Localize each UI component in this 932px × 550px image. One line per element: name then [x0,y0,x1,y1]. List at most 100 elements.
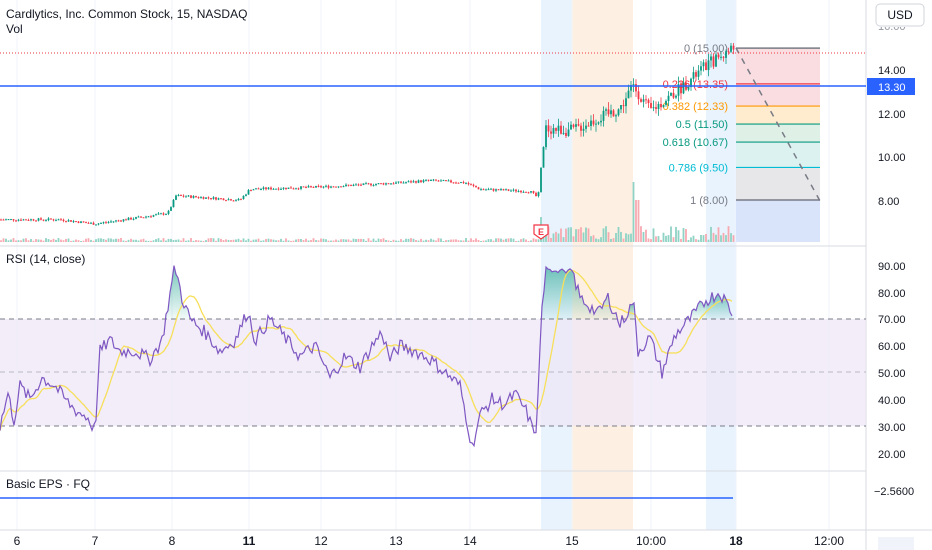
price-tick: 8.00 [878,196,899,208]
candle-body [307,186,310,188]
price-axis[interactable]: USD 16.00 14.00 12.00 10.00 8.00 13.30 [867,3,925,208]
volume-bar [132,239,135,242]
volume-bar [127,239,130,242]
volume-bar [277,240,280,242]
volume-bar [20,240,22,242]
volume-bar [260,240,262,242]
volume-bar [325,239,327,242]
candle-body [520,190,522,193]
candle-body [682,82,685,94]
candle-body [302,186,305,188]
candle-body [260,188,262,190]
candle-body [125,219,127,221]
volume-bar [12,238,15,242]
volume-bar [732,235,735,242]
volume-bar [705,233,707,242]
volume-bar [535,239,537,242]
currency-button[interactable] [875,3,925,27]
volume-bar [42,240,45,242]
candle-body [295,188,297,190]
volume-bar [2,238,5,242]
candle-body [280,188,282,190]
volume-bar [710,226,712,242]
volume-bar [610,238,612,242]
candle-body [652,107,655,109]
fib-level-label: 1 (8.00) [690,195,728,207]
volume-bar [157,238,160,242]
volume-bar [632,182,635,242]
fib-trend-line[interactable] [735,47,821,202]
axis-settings-button[interactable] [878,537,914,550]
candle-body [635,84,637,92]
candle-body [200,197,202,199]
volume-bar [122,240,125,242]
candle-body [577,124,580,126]
volume-bar [270,239,272,242]
earnings-marker[interactable]: E [533,224,549,240]
candle-body [322,186,325,188]
fib-retracement-labels: 0 (15.00) 0.236 (13.35) 0.382 (12.33) 0.5 (… [663,43,728,207]
volume-bar [727,226,730,242]
candle-body [475,185,477,188]
rsi-axis: 90.00 80.00 70.00 60.00 50.00 40.00 30.0… [878,261,906,461]
volume-bar [5,238,7,242]
candle-body [40,218,42,220]
candle-body [15,220,17,222]
volume-bar [467,240,470,242]
volume-bar [220,238,222,242]
volume-bar [597,239,600,242]
candle-body [532,191,535,193]
volume-bar [160,240,162,242]
candle-body [72,221,75,223]
volume-bar [415,239,417,242]
candle-body [135,217,137,219]
time-axis[interactable]: 6 7 8 11 12 13 14 15 10:00 18 12:00 [14,534,845,548]
volume-bar [440,238,442,242]
volume-bar [622,238,625,242]
volume-bar [472,239,475,242]
candle-body [575,124,577,127]
candle-body [95,224,97,226]
candle-body [137,216,140,218]
candle-body [75,221,77,223]
volume-bar [85,238,87,242]
candle-body [367,183,370,185]
candle-body [537,192,540,197]
rsi-line [0,265,733,448]
volume-bar [385,239,387,242]
volume-bar [115,238,117,242]
candle-body [187,195,190,197]
symbol-title: Cardlytics, Inc. Common Stock, 15, NASDA… [6,7,247,21]
candle-body [535,192,537,197]
volume-bar [495,238,497,242]
volume-bar [367,238,370,242]
candle-body [687,87,690,90]
volume-bar [287,240,290,242]
candle-body [290,187,292,189]
fib-level-label: 0.5 (11.50) [676,119,728,131]
volume-bar [252,239,255,242]
price-candles [0,42,735,226]
candle-body [517,190,520,192]
candle-body [630,85,632,91]
volume-bar [720,235,722,242]
volume-bar [317,240,320,242]
volume-bar [300,239,302,242]
candle-body [180,194,182,196]
candle-body [425,179,427,181]
volume-bar [192,240,195,242]
candle-body [460,182,462,184]
candle-body [590,120,592,127]
candle-body [605,109,607,111]
volume-bar [227,239,230,242]
candle-body [530,191,532,193]
candle-body [597,122,600,124]
candle-body [327,185,330,188]
volume-bar [185,240,187,242]
candle-body [722,56,725,58]
volume-bar [155,239,157,242]
price-tick-partial: 16.00 [878,21,906,33]
volume-bar [570,227,572,242]
volume-bar [530,240,532,242]
